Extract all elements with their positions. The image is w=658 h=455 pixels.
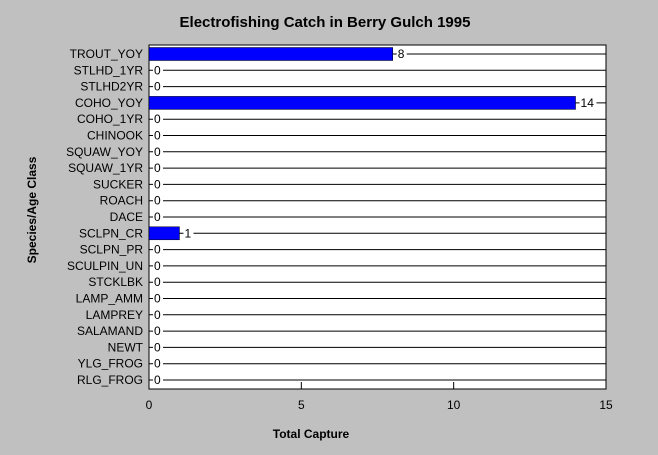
data-label: 0 xyxy=(154,292,161,306)
data-label-bg xyxy=(153,145,163,158)
category-label: YLG_FROG xyxy=(78,357,143,371)
category-label: SUCKER xyxy=(93,177,143,191)
category-label: STCKLBK xyxy=(88,275,143,289)
data-label-bg xyxy=(153,80,163,93)
x-tick-label: 15 xyxy=(599,398,613,412)
data-label: 0 xyxy=(154,259,161,273)
data-label-bg xyxy=(153,325,163,338)
data-label: 0 xyxy=(154,373,161,387)
data-label: 0 xyxy=(154,275,161,289)
data-label-bg xyxy=(396,48,407,60)
data-label: 0 xyxy=(154,129,161,143)
category-label: SCLPN_PR xyxy=(80,243,144,257)
category-label: SCLPN_CR xyxy=(79,226,143,240)
category-label: LAMP_AMM xyxy=(76,292,143,306)
data-label-bg xyxy=(153,357,163,370)
category-label: NEWT xyxy=(108,340,144,354)
category-label: ROACH xyxy=(100,194,143,208)
data-label-bg xyxy=(153,276,163,289)
data-label: 0 xyxy=(154,210,161,224)
data-label: 0 xyxy=(154,194,161,208)
category-label: TROUT_YOY xyxy=(70,47,143,61)
category-label: DACE xyxy=(110,210,143,224)
data-label: 0 xyxy=(154,340,161,354)
data-label-bg xyxy=(153,243,163,256)
chart-title: Electrofishing Catch in Berry Gulch 1995 xyxy=(180,14,471,31)
data-label-bg xyxy=(153,113,163,126)
data-label: 14 xyxy=(581,96,595,110)
category-label: SQUAW_YOY xyxy=(66,145,143,159)
data-label: 0 xyxy=(154,80,161,94)
data-label-bg xyxy=(153,292,163,305)
data-label: 1 xyxy=(184,226,191,240)
data-label-bg xyxy=(153,162,163,175)
category-label: SALAMAND xyxy=(77,324,143,338)
data-label-bg xyxy=(153,341,163,354)
data-label: 0 xyxy=(154,324,161,338)
category-label: LAMPREY xyxy=(86,308,143,322)
category-label: STLHD_1YR xyxy=(74,63,144,77)
data-label: 0 xyxy=(154,177,161,191)
x-axis-ticks: 0 5 10 15 xyxy=(146,382,613,412)
grid-lines xyxy=(149,53,606,381)
data-label: 0 xyxy=(154,243,161,257)
category-label: STLHD2YR xyxy=(80,80,143,94)
category-label: COHO_YOY xyxy=(75,96,143,110)
x-axis-title: Total Capture xyxy=(273,427,350,441)
category-label: CHINOOK xyxy=(87,129,143,143)
data-labels: 8 0 0 14 0 0 0 0 0 0 0 1 0 0 0 0 0 0 0 0 0 xyxy=(153,47,597,387)
x-tick-label: 0 xyxy=(146,398,153,412)
data-label-bg xyxy=(153,259,163,272)
data-label: 0 xyxy=(154,357,161,371)
data-label-bg xyxy=(183,227,194,240)
category-label: COHO_1YR xyxy=(77,112,143,126)
bar xyxy=(148,96,576,110)
x-tick-label: 5 xyxy=(298,398,305,412)
data-label: 0 xyxy=(154,145,161,159)
category-label: SQUAW_1YR xyxy=(68,161,143,175)
category-label: RLG_FROG xyxy=(77,373,143,387)
data-label-bg xyxy=(579,96,597,109)
data-label: 0 xyxy=(154,308,161,322)
data-label: 0 xyxy=(154,63,161,77)
category-labels: TROUT_YOY STLHD_1YR STLHD2YR COHO_YOY COHO_1… xyxy=(66,47,144,387)
category-label: SCULPIN_UN xyxy=(67,259,143,273)
data-label-bg xyxy=(153,129,163,142)
data-label: 8 xyxy=(398,47,405,61)
data-label-bg xyxy=(153,194,163,207)
x-tick-label: 10 xyxy=(447,398,461,412)
y-axis-title: Species/Age Class xyxy=(25,156,39,263)
data-label-bg xyxy=(153,211,163,223)
data-label-bg xyxy=(153,178,163,191)
bar xyxy=(148,47,393,61)
bar xyxy=(148,226,180,241)
bars xyxy=(148,47,576,241)
data-label: 0 xyxy=(154,161,161,175)
data-label-bg xyxy=(153,308,163,321)
data-label: 0 xyxy=(154,112,161,126)
data-label-bg xyxy=(153,64,163,77)
data-label-bg xyxy=(153,374,163,386)
